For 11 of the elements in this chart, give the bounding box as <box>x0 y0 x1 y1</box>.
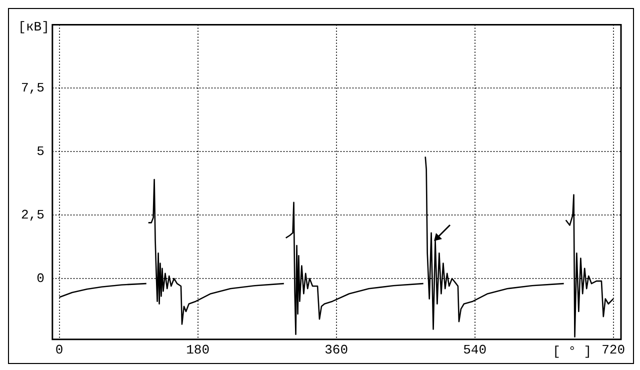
y-tick-label: 2,5 <box>21 208 44 223</box>
y-tick-label: 5 <box>36 144 44 160</box>
y-tick-label: 0 <box>36 270 44 286</box>
x-tick-label: 0 <box>55 342 64 358</box>
x-tick-label: 360 <box>324 342 348 358</box>
x-tick-label: 540 <box>463 342 487 358</box>
y-tick-label: 7,5 <box>21 80 44 96</box>
x-tick-label: 720 <box>602 342 626 358</box>
x-axis-title: [ ° ] <box>552 344 592 359</box>
x-tick-label: 180 <box>186 342 210 358</box>
y-axis-title: [кВ] <box>18 20 50 35</box>
